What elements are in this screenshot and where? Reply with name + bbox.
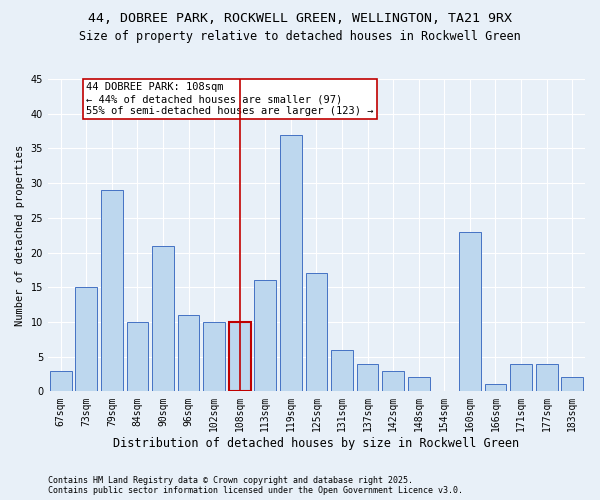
Bar xyxy=(50,370,71,392)
Bar xyxy=(510,364,532,392)
Bar xyxy=(101,190,123,392)
Y-axis label: Number of detached properties: Number of detached properties xyxy=(15,144,25,326)
Bar xyxy=(229,322,251,392)
X-axis label: Distribution of detached houses by size in Rockwell Green: Distribution of detached houses by size … xyxy=(113,437,520,450)
Text: 44, DOBREE PARK, ROCKWELL GREEN, WELLINGTON, TA21 9RX: 44, DOBREE PARK, ROCKWELL GREEN, WELLING… xyxy=(88,12,512,26)
Text: Contains HM Land Registry data © Crown copyright and database right 2025.: Contains HM Land Registry data © Crown c… xyxy=(48,476,413,485)
Bar xyxy=(459,232,481,392)
Bar xyxy=(536,364,557,392)
Bar xyxy=(357,364,379,392)
Bar xyxy=(203,322,225,392)
Bar xyxy=(382,370,404,392)
Bar xyxy=(152,246,174,392)
Bar xyxy=(127,322,148,392)
Text: Size of property relative to detached houses in Rockwell Green: Size of property relative to detached ho… xyxy=(79,30,521,43)
Text: 44 DOBREE PARK: 108sqm
← 44% of detached houses are smaller (97)
55% of semi-det: 44 DOBREE PARK: 108sqm ← 44% of detached… xyxy=(86,82,374,116)
Bar xyxy=(280,134,302,392)
Bar xyxy=(254,280,276,392)
Text: Contains public sector information licensed under the Open Government Licence v3: Contains public sector information licen… xyxy=(48,486,463,495)
Bar xyxy=(408,378,430,392)
Bar xyxy=(562,378,583,392)
Bar xyxy=(178,315,199,392)
Bar xyxy=(331,350,353,392)
Bar xyxy=(485,384,506,392)
Bar xyxy=(76,287,97,392)
Bar xyxy=(305,274,328,392)
